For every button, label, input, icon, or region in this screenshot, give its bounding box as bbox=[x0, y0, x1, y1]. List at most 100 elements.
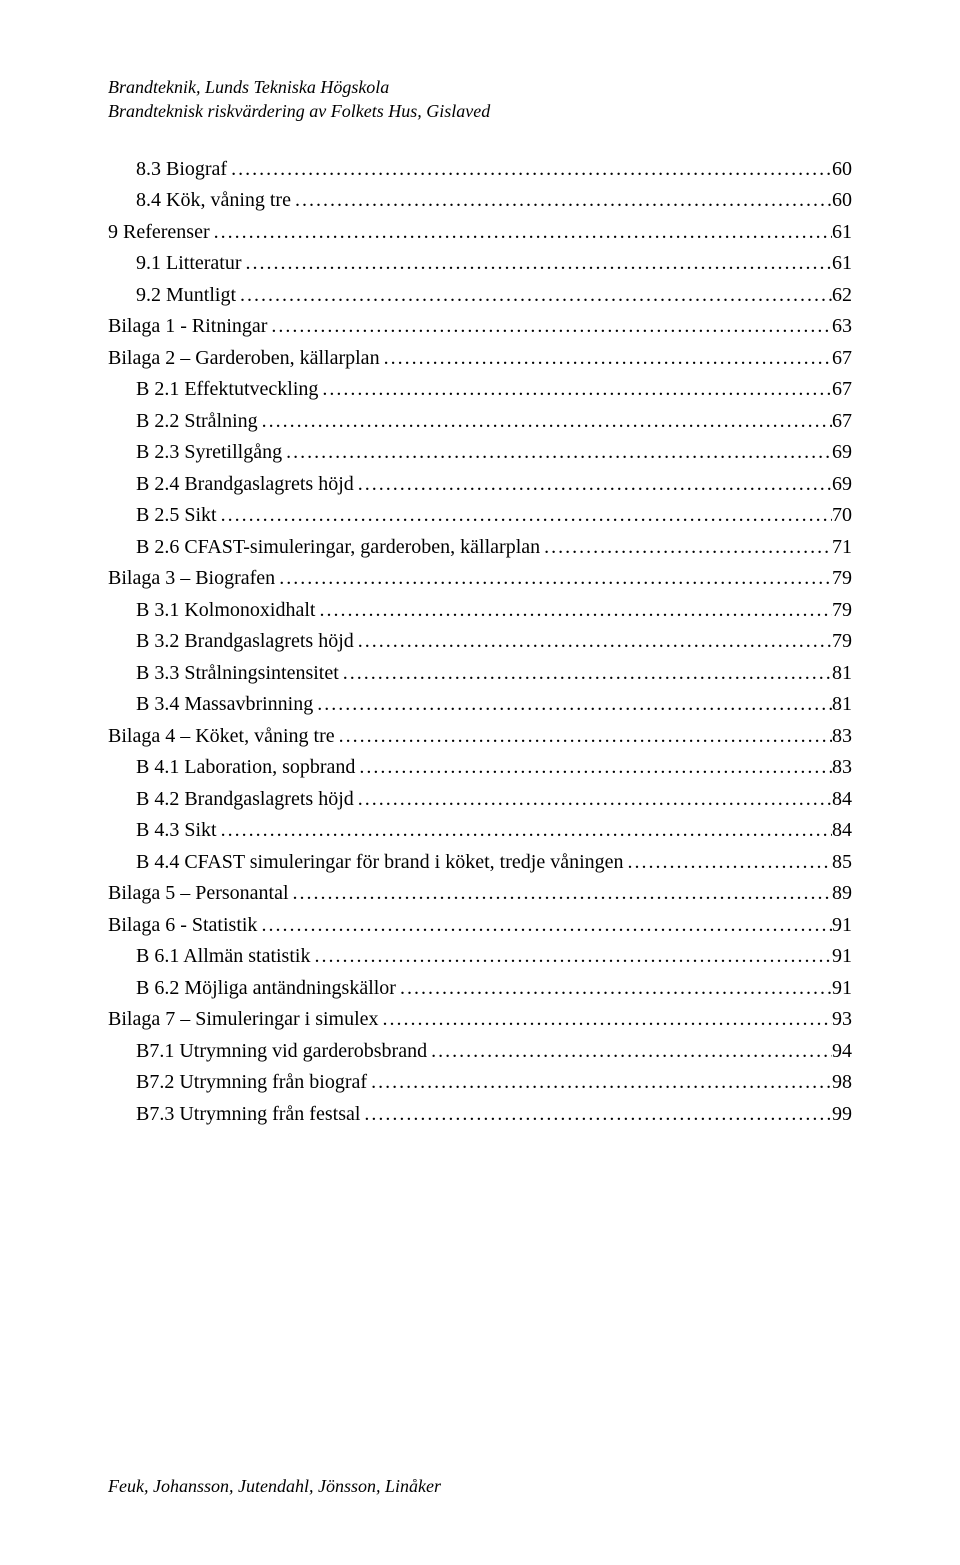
toc-leader-dots bbox=[313, 693, 832, 716]
toc-entry-label: 8.3 Biograf bbox=[108, 158, 227, 181]
toc-entry-page: 83 bbox=[832, 725, 852, 748]
toc-entry-page: 94 bbox=[832, 1040, 852, 1063]
toc-entry: Bilaga 2 – Garderoben, källarplan67 bbox=[108, 347, 852, 370]
toc-entry-label: Bilaga 6 - Statistik bbox=[108, 914, 257, 937]
header-line-1: Brandteknik, Lunds Tekniska Högskola bbox=[108, 75, 852, 99]
toc-leader-dots bbox=[339, 662, 832, 685]
toc-leader-dots bbox=[318, 378, 832, 401]
toc-entry-label: 9 Referenser bbox=[108, 221, 210, 244]
toc-leader-dots bbox=[354, 788, 832, 811]
toc-entry: B 3.2 Brandgaslagrets höjd 79 bbox=[108, 630, 852, 653]
toc-entry-page: 61 bbox=[832, 252, 852, 275]
toc-leader-dots bbox=[624, 851, 832, 874]
toc-entry: B 3.3 Strålningsintensitet81 bbox=[108, 662, 852, 685]
toc-entry: B 4.4 CFAST simuleringar för brand i kök… bbox=[108, 851, 852, 874]
toc-entry: B 2.2 Strålning 67 bbox=[108, 410, 852, 433]
toc-leader-dots bbox=[258, 410, 832, 433]
running-footer: Feuk, Johansson, Jutendahl, Jönsson, Lin… bbox=[108, 1476, 441, 1497]
toc-entry-label: Bilaga 7 – Simuleringar i simulex bbox=[108, 1008, 379, 1031]
toc-entry-label: Bilaga 3 – Biografen bbox=[108, 567, 275, 590]
table-of-contents: 8.3 Biograf 60 8.4 Kök, våning tre 60 9 Refe… bbox=[108, 158, 852, 1126]
toc-entry-label: B 3.2 Brandgaslagrets höjd bbox=[108, 630, 354, 653]
toc-entry: 9.2 Muntligt62 bbox=[108, 284, 852, 307]
toc-leader-dots bbox=[315, 599, 832, 622]
toc-entry: B 2.3 Syretillgång69 bbox=[108, 441, 852, 464]
toc-entry: Bilaga 1 - Ritningar63 bbox=[108, 315, 852, 338]
toc-leader-dots bbox=[310, 945, 832, 968]
toc-entry-page: 62 bbox=[832, 284, 852, 307]
toc-entry: B 2.1 Effektutveckling 67 bbox=[108, 378, 852, 401]
toc-entry: B 6.2 Möjliga antändningskällor91 bbox=[108, 977, 852, 1000]
toc-entry: B 6.1 Allmän statistik91 bbox=[108, 945, 852, 968]
toc-entry-label: B 2.1 Effektutveckling bbox=[108, 378, 318, 401]
toc-entry: B 3.1 Kolmonoxidhalt 79 bbox=[108, 599, 852, 622]
toc-entry-page: 98 bbox=[832, 1071, 852, 1094]
toc-entry: B7.2 Utrymning från biograf 98 bbox=[108, 1071, 852, 1094]
toc-entry-page: 60 bbox=[832, 158, 852, 181]
toc-entry-label: B7.2 Utrymning från biograf bbox=[108, 1071, 367, 1094]
toc-entry-page: 91 bbox=[832, 945, 852, 968]
toc-entry-page: 79 bbox=[832, 599, 852, 622]
toc-entry-label: B 3.4 Massavbrinning bbox=[108, 693, 313, 716]
toc-entry: 8.4 Kök, våning tre 60 bbox=[108, 189, 852, 212]
toc-entry-page: 81 bbox=[832, 693, 852, 716]
toc-entry: Bilaga 5 – Personantal 89 bbox=[108, 882, 852, 905]
toc-entry-label: B7.3 Utrymning från festsal bbox=[108, 1103, 360, 1126]
toc-entry-page: 60 bbox=[832, 189, 852, 212]
toc-entry-label: Bilaga 4 – Köket, våning tre bbox=[108, 725, 335, 748]
toc-leader-dots bbox=[427, 1040, 832, 1063]
toc-entry-page: 91 bbox=[832, 977, 852, 1000]
toc-entry: B 4.1 Laboration, sopbrand83 bbox=[108, 756, 852, 779]
toc-entry: B 2.6 CFAST-simuleringar, garderoben, kä… bbox=[108, 536, 852, 559]
toc-leader-dots bbox=[367, 1071, 832, 1094]
toc-leader-dots bbox=[354, 630, 832, 653]
toc-leader-dots bbox=[379, 1008, 832, 1031]
toc-entry-label: B 4.3 Sikt bbox=[108, 819, 217, 842]
toc-leader-dots bbox=[217, 819, 832, 842]
toc-leader-dots bbox=[360, 1103, 832, 1126]
toc-entry-label: Bilaga 1 - Ritningar bbox=[108, 315, 267, 338]
running-header: Brandteknik, Lunds Tekniska Högskola Bra… bbox=[108, 75, 852, 124]
toc-entry: Bilaga 6 - Statistik 91 bbox=[108, 914, 852, 937]
toc-entry-label: B 2.6 CFAST-simuleringar, garderoben, kä… bbox=[108, 536, 540, 559]
toc-entry-page: 79 bbox=[832, 630, 852, 653]
toc-leader-dots bbox=[354, 473, 832, 496]
toc-entry-label: 8.4 Kök, våning tre bbox=[108, 189, 291, 212]
toc-leader-dots bbox=[396, 977, 832, 1000]
toc-leader-dots bbox=[227, 158, 832, 181]
toc-entry-label: B7.1 Utrymning vid garderobsbrand bbox=[108, 1040, 427, 1063]
toc-entry-page: 91 bbox=[832, 914, 852, 937]
toc-leader-dots bbox=[380, 347, 832, 370]
toc-entry: B7.1 Utrymning vid garderobsbrand 94 bbox=[108, 1040, 852, 1063]
toc-entry-page: 69 bbox=[832, 473, 852, 496]
toc-entry-page: 67 bbox=[832, 410, 852, 433]
toc-entry: Bilaga 4 – Köket, våning tre 83 bbox=[108, 725, 852, 748]
toc-entry-label: B 2.4 Brandgaslagrets höjd bbox=[108, 473, 354, 496]
toc-entry-page: 89 bbox=[832, 882, 852, 905]
toc-entry: B 4.3 Sikt84 bbox=[108, 819, 852, 842]
toc-entry: B 3.4 Massavbrinning 81 bbox=[108, 693, 852, 716]
toc-entry-label: Bilaga 5 – Personantal bbox=[108, 882, 289, 905]
toc-entry-page: 84 bbox=[832, 788, 852, 811]
toc-entry: B7.3 Utrymning från festsal 99 bbox=[108, 1103, 852, 1126]
toc-entry-page: 85 bbox=[832, 851, 852, 874]
header-line-2: Brandteknisk riskvärdering av Folkets Hu… bbox=[108, 99, 852, 123]
toc-entry-label: B 2.3 Syretillgång bbox=[108, 441, 282, 464]
toc-entry-page: 79 bbox=[832, 567, 852, 590]
toc-entry-label: B 3.1 Kolmonoxidhalt bbox=[108, 599, 315, 622]
toc-leader-dots bbox=[335, 725, 832, 748]
toc-entry-label: B 3.3 Strålningsintensitet bbox=[108, 662, 339, 685]
toc-entry-label: B 2.2 Strålning bbox=[108, 410, 258, 433]
toc-entry-label: Bilaga 2 – Garderoben, källarplan bbox=[108, 347, 380, 370]
document-page: Brandteknik, Lunds Tekniska Högskola Bra… bbox=[0, 0, 960, 1565]
toc-entry: 9.1 Litteratur 61 bbox=[108, 252, 852, 275]
toc-entry-page: 93 bbox=[832, 1008, 852, 1031]
toc-entry: 8.3 Biograf 60 bbox=[108, 158, 852, 181]
toc-entry: 9 Referenser61 bbox=[108, 221, 852, 244]
toc-entry-page: 67 bbox=[832, 378, 852, 401]
toc-entry-page: 99 bbox=[832, 1103, 852, 1126]
toc-leader-dots bbox=[282, 441, 832, 464]
toc-leader-dots bbox=[217, 504, 832, 527]
toc-leader-dots bbox=[355, 756, 832, 779]
toc-entry-label: 9.1 Litteratur bbox=[108, 252, 242, 275]
